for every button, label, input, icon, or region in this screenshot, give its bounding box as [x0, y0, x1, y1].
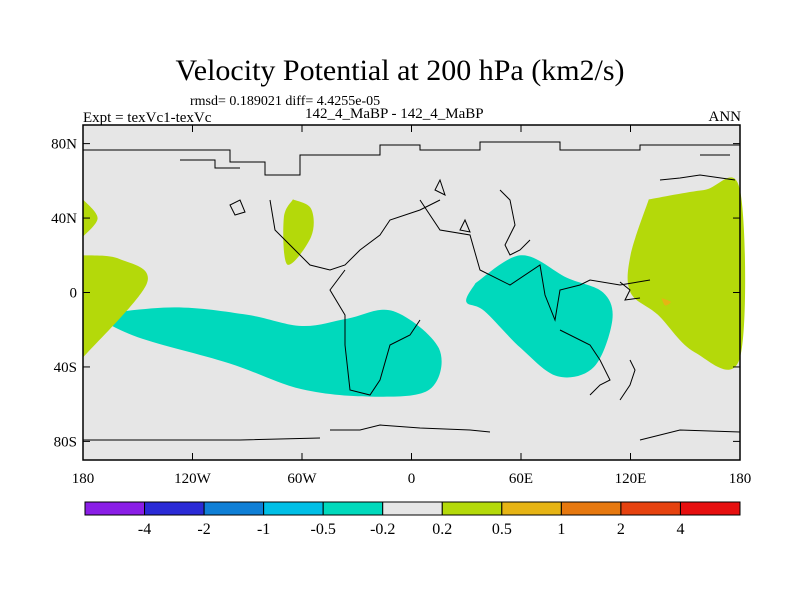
- colorbar-label: 1: [557, 521, 565, 538]
- x-tick-label: 180: [72, 471, 95, 487]
- x-tick-label: 60E: [509, 471, 533, 487]
- region-positive-pole-edge: [83, 199, 98, 237]
- region-positive-north-atlantic: [283, 199, 314, 265]
- y-tick-label: 40N: [51, 211, 77, 227]
- colorbar-label: 0.5: [492, 521, 512, 538]
- y-tick-label: 40S: [54, 360, 77, 376]
- region-negative-pacific-band: [92, 307, 442, 397]
- stats-label: rmsd= 0.189021 diff= 4.4255e-05: [190, 94, 381, 109]
- season-label: ANN: [708, 109, 742, 125]
- case-label: 142_4_MaBP - 142_4_MaBP: [305, 106, 484, 122]
- colorbar-box: [144, 501, 205, 516]
- y-tick-label: 0: [70, 286, 78, 302]
- colorbar-label: 2: [617, 521, 625, 538]
- colorbar-label: -4: [138, 521, 151, 538]
- colorbar-box: [560, 501, 622, 516]
- y-tick-label: 80N: [51, 137, 77, 153]
- colorbar-box: [679, 501, 741, 516]
- region-positive-west-atlantic: [83, 255, 148, 358]
- x-tick-label: 180: [729, 471, 752, 487]
- colorbar-box: [620, 501, 681, 516]
- colorbar-label: 0.2: [432, 521, 452, 538]
- colorbar-box: [441, 501, 503, 516]
- colorbar-box: [501, 501, 562, 516]
- region-positive-center: [661, 298, 671, 306]
- coastline: [83, 141, 741, 441]
- colorbar-label: -0.2: [370, 521, 395, 538]
- colorbar-label: -1: [257, 521, 270, 538]
- x-tick-label: 60W: [287, 471, 317, 487]
- colorbar-label: -0.5: [311, 521, 336, 538]
- colorbar: -4 -2 -1 -0.5 -0.2 0.2 0.5 1 2 4: [84, 501, 741, 538]
- colorbar-box: [263, 501, 324, 516]
- colorbar-box: [322, 501, 384, 516]
- colorbar-box: [84, 501, 146, 516]
- y-tick-label: 80S: [54, 434, 77, 450]
- colorbar-box: [382, 501, 443, 516]
- colorbar-box: [203, 501, 265, 516]
- x-tick-label: 120W: [174, 471, 212, 487]
- region-positive-west-pacific: [627, 177, 746, 370]
- x-tick-label: 120E: [615, 471, 647, 487]
- x-tick-label: 0: [408, 471, 416, 487]
- experiment-label: Expt = texVc1-texVc: [83, 110, 212, 126]
- colorbar-label: 4: [676, 521, 684, 538]
- chart-title: Velocity Potential at 200 hPa (km2/s): [175, 54, 625, 87]
- colorbar-label: -2: [197, 521, 210, 538]
- axis-ticks: [82, 125, 741, 460]
